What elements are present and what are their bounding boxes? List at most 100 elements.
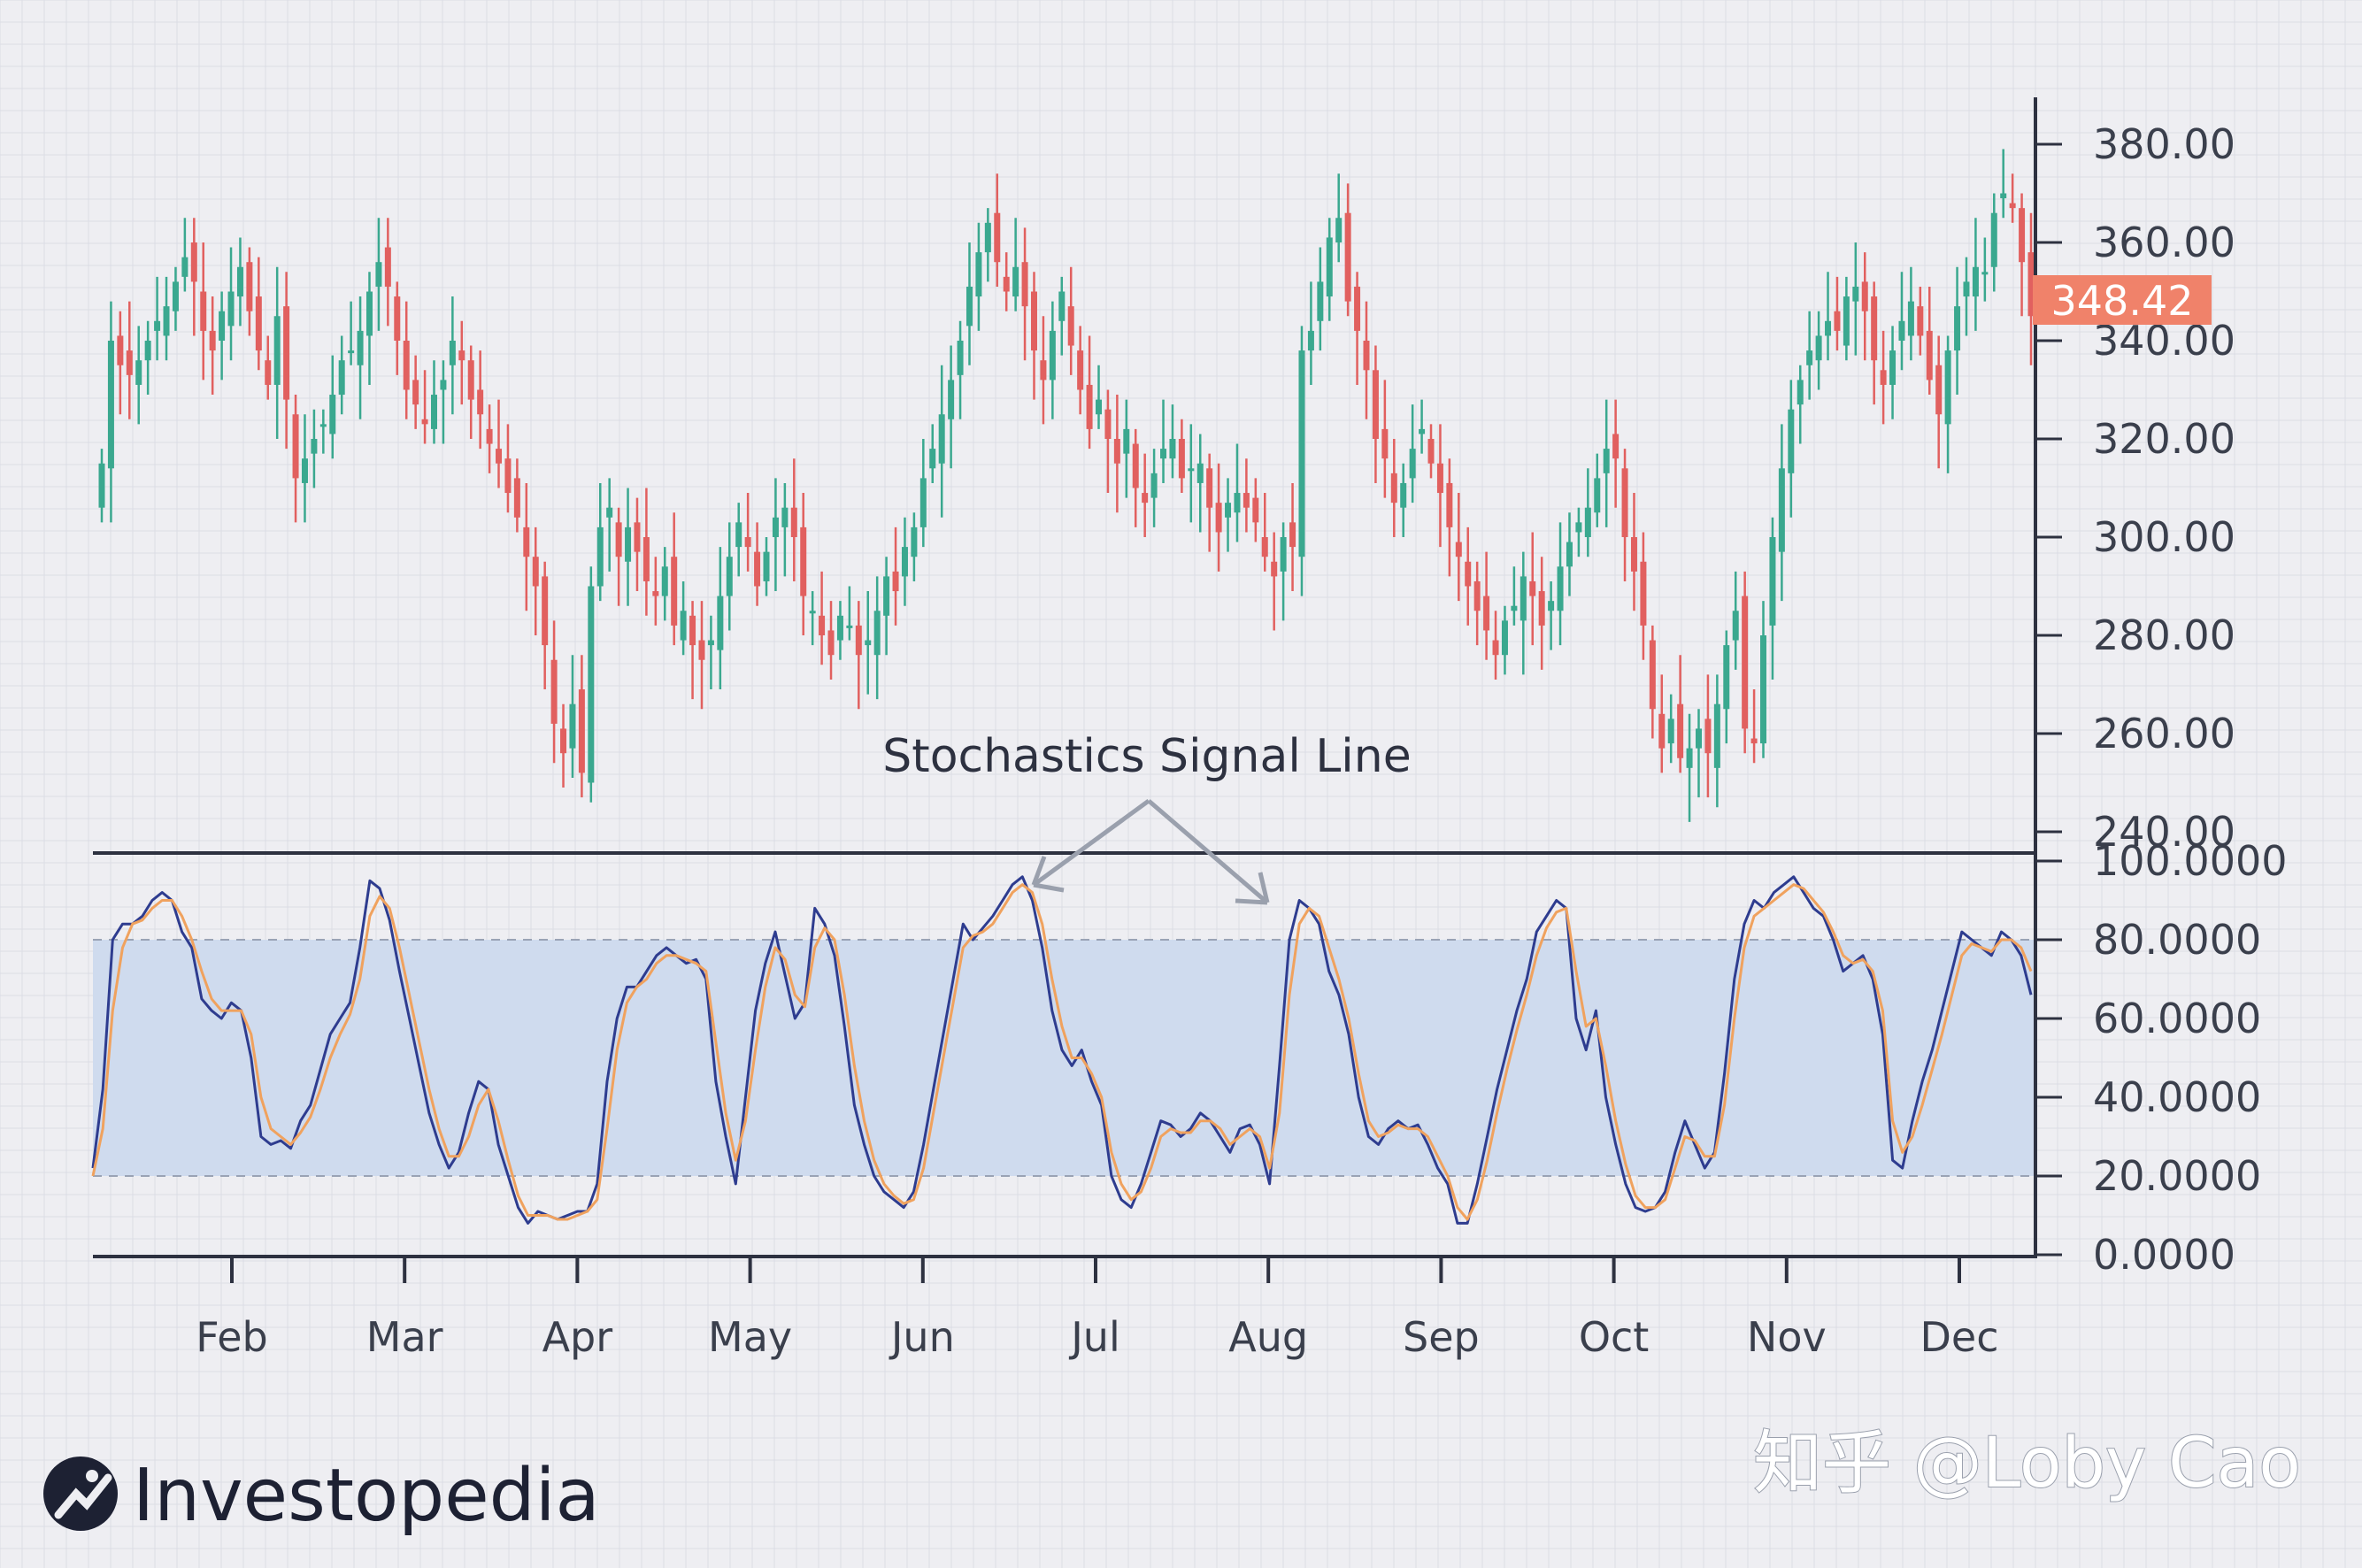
candle — [1206, 453, 1213, 552]
candle-body — [1713, 703, 1720, 768]
overbought-oversold-band — [93, 940, 2035, 1176]
candle — [365, 272, 373, 385]
candle-body — [329, 395, 336, 434]
candle — [311, 409, 318, 488]
candle — [1261, 493, 1268, 572]
candle — [689, 601, 696, 700]
candle — [1981, 237, 1989, 302]
candle — [781, 482, 789, 577]
current-price-tag: 348.42 — [2033, 275, 2212, 325]
candle — [209, 296, 216, 396]
candle — [1363, 301, 1370, 419]
month-tick-label: Mar — [366, 1313, 443, 1361]
candle-body — [1806, 350, 1813, 365]
candle-body — [1501, 620, 1508, 656]
stochastic-d-line — [91, 883, 2033, 1221]
candle-body — [1797, 380, 1804, 405]
candle — [642, 488, 650, 616]
candle-body — [698, 640, 705, 660]
osc-tick-label: 100.0000 — [2093, 837, 2288, 885]
month-tick-label: Oct — [1579, 1313, 1650, 1361]
candle-body — [2009, 203, 2016, 209]
candle-body — [1815, 335, 1822, 361]
candle-body — [117, 335, 124, 365]
watermark-text: 知乎 @Loby Cao — [1753, 1424, 2301, 1503]
candle-body — [1529, 580, 1536, 596]
candle — [1492, 611, 1499, 680]
candle-body — [1335, 218, 1343, 242]
candle — [1113, 395, 1120, 513]
candle — [652, 557, 659, 626]
candle — [329, 355, 336, 459]
candle — [1234, 443, 1241, 542]
candle-body — [144, 341, 151, 361]
candle-body — [1917, 306, 1924, 336]
price-tick-label: 240.00 — [2093, 808, 2235, 856]
candle-body — [1584, 507, 1591, 537]
candle-body — [744, 537, 751, 548]
candle — [1520, 551, 1527, 675]
candle — [1843, 276, 1850, 361]
candle-body — [772, 517, 779, 537]
candle — [1538, 557, 1545, 670]
candle-body — [726, 557, 733, 596]
candle-body — [1142, 493, 1149, 503]
candle — [873, 576, 881, 700]
candle-body — [1271, 561, 1278, 577]
candle-body — [496, 449, 503, 464]
candle — [994, 173, 1001, 287]
candle-body — [873, 611, 881, 656]
candle-body — [707, 640, 714, 646]
candle-body — [1658, 713, 1666, 749]
candle — [1086, 335, 1093, 450]
candle — [1455, 493, 1462, 602]
candle-body — [1409, 449, 1416, 479]
candle-body — [634, 522, 641, 552]
candle — [1640, 532, 1647, 660]
candle-body — [255, 296, 262, 351]
candle — [200, 242, 207, 380]
stochastic-k-line — [91, 875, 2033, 1225]
candle-body — [301, 458, 308, 483]
candle-body — [1972, 266, 1979, 297]
candle — [1058, 276, 1066, 356]
candle — [911, 512, 918, 581]
osc-tick-label: 80.0000 — [2093, 916, 2261, 964]
candle — [449, 296, 456, 415]
month-tick-label: Apr — [542, 1313, 613, 1361]
candle — [1713, 674, 1720, 808]
candle-body — [984, 222, 991, 253]
candle-body — [652, 591, 659, 596]
candle-body — [790, 507, 797, 537]
candle-body — [1889, 350, 1897, 385]
candle — [1390, 439, 1397, 537]
candle — [283, 272, 290, 450]
candle — [1861, 252, 1868, 361]
candlestick-series — [98, 149, 2035, 822]
candle — [1769, 517, 1776, 680]
candle-body — [938, 414, 945, 464]
candle — [883, 557, 890, 656]
candle — [1483, 551, 1490, 660]
candle-body — [1400, 482, 1407, 508]
candle — [2009, 173, 2016, 223]
candle-body — [1594, 478, 1601, 513]
candle-body — [209, 330, 216, 351]
candle-body — [2027, 252, 2035, 317]
candle-body — [1086, 384, 1093, 429]
candle — [1511, 566, 1518, 626]
candle — [246, 247, 253, 336]
candle — [1381, 380, 1389, 498]
candle-body — [1944, 350, 1951, 425]
candle-body — [1252, 497, 1259, 523]
candle — [948, 345, 955, 469]
candle — [966, 242, 973, 365]
candle — [1723, 630, 1730, 744]
candle-body — [1372, 370, 1379, 439]
candle — [1132, 428, 1139, 527]
osc-tick-label: 40.0000 — [2093, 1073, 2261, 1121]
candle — [292, 395, 299, 523]
candle-body — [606, 507, 613, 518]
candle — [1825, 272, 1832, 361]
